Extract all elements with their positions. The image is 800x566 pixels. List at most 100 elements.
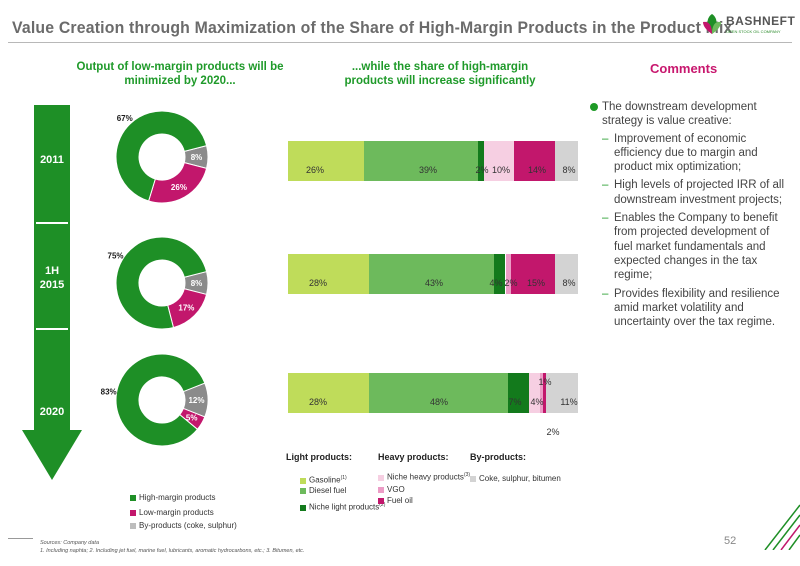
donut-charts: 8% 26% 67% 8% 17% 75% 12% 5% 83%	[101, 110, 209, 447]
donut-slice-label: 75%	[108, 252, 124, 261]
bar-segment-label: 2%	[546, 427, 560, 437]
bar-segment-label: 1%	[538, 377, 552, 387]
comments-lead-text: The downstream development strategy is v…	[602, 101, 757, 128]
legend-swatch-niche-heavy	[378, 474, 384, 481]
donut-legend-high: High-margin products	[130, 493, 215, 502]
legend-swatch-fuel-oil	[378, 497, 384, 504]
donut-slice-label: 67%	[117, 114, 133, 123]
legend-label-vgo: VGO	[387, 485, 405, 494]
legend-label-niche-light: Niche light products	[309, 502, 380, 512]
bar-segment-label: 8%	[562, 278, 576, 288]
stacked-bar-chart: 26% 39% 2% 10% 14% 8% 28% 43% 4% 2% 15% 8% 28% 48% 7% 4…	[288, 0, 578, 566]
decorative-stripes	[764, 504, 800, 550]
bar-heading-line-2: products will increase significantly	[344, 75, 536, 87]
page-number: 52	[724, 535, 737, 547]
legend-fuel-oil: Fuel oil	[378, 496, 413, 505]
bar-segment-label: 2%	[504, 278, 518, 288]
legend-label-diesel: Diesel fuel	[309, 486, 347, 495]
bar-segment-label: 48%	[429, 397, 448, 407]
bar-heading-line-1: ...while the share of high-margin	[351, 61, 529, 73]
bar-segment-label: 8%	[562, 165, 576, 175]
bar-segment	[288, 373, 370, 413]
stripe-3	[780, 524, 800, 550]
bar-segment	[493, 254, 506, 294]
bar-segment	[505, 254, 512, 294]
donut-slice	[115, 236, 208, 330]
legend-niche-heavy: Niche heavy products(3)	[378, 472, 470, 482]
sources-note: Sources: Company data 1. Including napht…	[40, 539, 304, 555]
footnote-line: 1. Including naphta; 2. Including jet fu…	[40, 548, 305, 554]
bar-segment	[543, 373, 547, 413]
legend-swatch-high	[130, 494, 136, 501]
bar-segment	[369, 254, 494, 294]
legend-label-byproducts: Coke, sulphur, bitumen	[479, 474, 561, 483]
year-label-1h2015: 1H 2015	[39, 265, 65, 291]
bar-segment-label: 2%	[475, 165, 489, 175]
comment-item: High levels of projected IRR of all down…	[590, 178, 790, 207]
stripe-4	[788, 534, 800, 550]
comments-list: Improvement of economic efficiency due t…	[590, 132, 790, 330]
donut-slice-label: 5%	[186, 414, 198, 423]
legend-sup-niche-heavy: (3)	[463, 472, 471, 478]
donut-heading-line-2: minimized by 2020...	[124, 75, 236, 87]
legend-label-low: Low-margin products	[139, 508, 214, 517]
comment-item: Provides flexibility and resilience amid…	[590, 287, 790, 330]
bar-segment	[554, 254, 578, 294]
bar-row	[288, 141, 578, 181]
legend-swatch-byproducts	[470, 475, 476, 482]
bar-segment-label: 11%	[560, 397, 578, 407]
bar-row	[288, 254, 578, 294]
bar-segment-label: 39%	[418, 165, 437, 175]
legend-swatch-low	[130, 509, 136, 516]
legend-byproducts: Coke, sulphur, bitumen	[470, 474, 561, 483]
donut-slice	[115, 110, 208, 202]
legend-swatch-diesel	[300, 487, 306, 494]
donut-slice-label: 17%	[178, 303, 194, 312]
bar-segment	[540, 373, 544, 413]
legend-label-fuel-oil: Fuel oil	[387, 496, 413, 505]
legend-heading-light: Light products:	[286, 452, 352, 462]
legend-sup-gasoline: (1)	[340, 475, 347, 481]
legend-gasoline: Gasoline(1)	[300, 475, 347, 485]
year-label-2020: 2020	[39, 406, 65, 418]
bar-segment-label: 28%	[308, 278, 327, 288]
bar-segment	[288, 141, 365, 181]
bar-segment-label: 4%	[489, 278, 503, 288]
bar-segment-label: 26%	[305, 165, 324, 175]
bar-segment	[508, 373, 529, 413]
bar-segment-label: 14%	[527, 165, 546, 175]
donut-slice-label: 8%	[191, 153, 203, 162]
legend-niche-light: Niche light products(2)	[300, 502, 385, 512]
bar-segment-label: 10%	[491, 165, 510, 175]
donut-column-heading: Output of low-margin products will be mi…	[70, 60, 290, 88]
bar-segment	[288, 254, 370, 294]
footer-rule	[8, 538, 33, 539]
stripe-2	[772, 514, 800, 550]
sources-line: Sources: Company data	[40, 540, 100, 546]
year-label-2011: 2011	[40, 154, 64, 166]
legend-vgo: VGO	[378, 485, 405, 494]
bullet-icon	[590, 103, 598, 111]
bar-segment	[364, 141, 479, 181]
bar-segment-label: 4%	[530, 397, 544, 407]
bar-segment	[546, 373, 578, 413]
bar-segment	[554, 141, 578, 181]
legend-label-gasoline: Gasoline	[309, 475, 341, 485]
legend-label-by: By-products (coke, sulphur)	[139, 521, 237, 530]
legend-swatch-by	[130, 522, 136, 529]
legend-swatch-niche-light	[300, 504, 306, 511]
bar-segment	[369, 373, 509, 413]
bar-segment	[528, 373, 541, 413]
donut-slice	[115, 353, 206, 447]
donut-legend-low: Low-margin products	[130, 508, 214, 517]
bar-segment-label: 28%	[308, 397, 327, 407]
timeline-arrow-shape	[22, 105, 82, 480]
bar-segment-label: 7%	[508, 397, 522, 407]
legend-swatch-vgo	[378, 486, 384, 493]
bar-segment	[484, 141, 514, 181]
logo-name: BASHNEFT	[726, 14, 796, 28]
donut-slice-label: 83%	[101, 388, 117, 397]
comments-heading: Comments	[650, 61, 718, 76]
comment-item: Improvement of economic efficiency due t…	[590, 132, 790, 175]
legend-swatch-gasoline	[300, 477, 306, 484]
